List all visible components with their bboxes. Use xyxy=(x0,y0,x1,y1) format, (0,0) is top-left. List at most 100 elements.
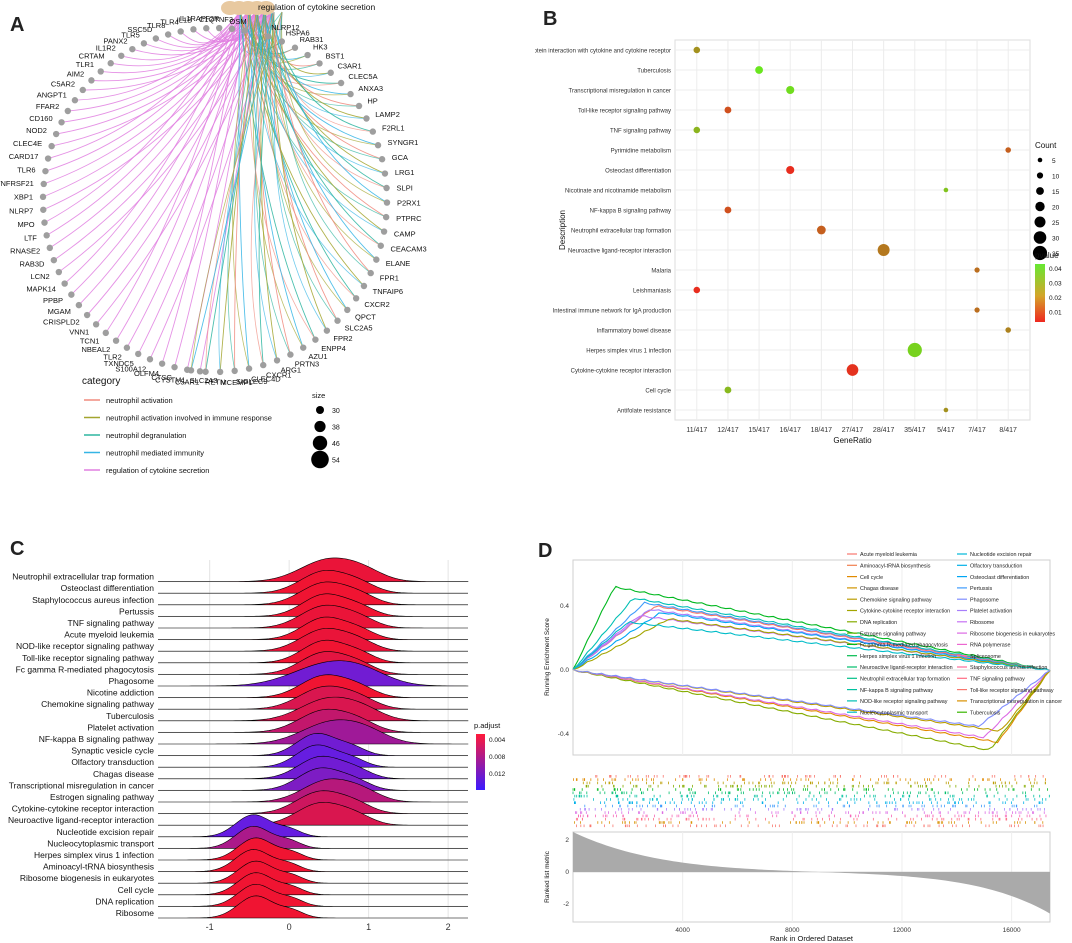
ridge-density xyxy=(158,825,468,849)
legend-label: Herpes simplex virus 1 infection xyxy=(860,654,936,660)
gene-label: MAPK14 xyxy=(26,284,56,293)
row-label: Synaptic vesicle cycle xyxy=(71,746,154,756)
gene-label: SLC2A3 xyxy=(190,376,218,385)
gene-node xyxy=(112,337,120,344)
data-point xyxy=(755,66,763,74)
gene-label: LTF xyxy=(24,233,37,242)
gene-node xyxy=(123,344,131,351)
gene-label: CD160 xyxy=(29,114,52,123)
gene-node xyxy=(107,60,114,67)
gene-node xyxy=(316,60,323,67)
hub-label: regulation of cytokine secretion xyxy=(258,2,375,12)
gene-label: FPR1 xyxy=(380,273,399,282)
gene-label: SLC2A5 xyxy=(345,324,373,333)
ridge-density xyxy=(158,837,468,861)
gene-label: FFAR2 xyxy=(36,102,59,111)
gene-label: LRG1 xyxy=(395,168,415,177)
legend-label: Chemokine signaling pathway xyxy=(860,597,932,603)
es-curve xyxy=(572,605,1051,672)
data-point xyxy=(786,165,795,175)
row-label: Fc gamma R-mediated phagocytosis xyxy=(16,664,154,674)
gene-node xyxy=(190,26,197,33)
gene-label: RNASE2 xyxy=(10,247,40,256)
gene-label: SIGLEC9 xyxy=(236,377,268,386)
gene-label: SYNGR1 xyxy=(388,138,419,147)
category-hub-node xyxy=(257,1,275,15)
gene-node xyxy=(228,25,236,33)
ridge-density xyxy=(158,628,468,652)
gene-node xyxy=(216,368,224,376)
gene-node xyxy=(140,40,148,47)
y-tick-label: Herpes simplex virus 1 infection xyxy=(586,349,671,355)
es-curve xyxy=(572,585,1051,672)
gene-edge xyxy=(247,11,304,348)
gene-edge xyxy=(249,11,365,287)
legend-label: Nucleocytoplasmic transport xyxy=(860,710,928,716)
x-tick-label: 4000 xyxy=(675,927,690,934)
gene-label: C3AR1 xyxy=(337,61,361,70)
ridge-density xyxy=(158,849,468,872)
gene-node xyxy=(71,97,79,104)
ridge-density xyxy=(158,883,468,907)
gene-label: CLEC4D xyxy=(251,374,281,383)
gene-label: PRTN3 xyxy=(295,360,319,369)
gene-label: TLR5 xyxy=(121,30,139,39)
size-legend-dot xyxy=(311,450,329,469)
x-tick-label: 7/417 xyxy=(968,427,986,434)
gene-node xyxy=(203,25,210,32)
gene-edge xyxy=(239,11,316,340)
legend-label: Staphylococcus aureus infection xyxy=(970,665,1047,671)
gene-node xyxy=(337,79,345,87)
gene-label: XBP1 xyxy=(14,193,33,202)
gene-label: MCEMP1 xyxy=(220,378,252,387)
gene-edge xyxy=(271,11,328,331)
gene-node xyxy=(158,360,166,367)
gene-edge xyxy=(115,11,249,341)
size-legend-label: 30 xyxy=(332,408,340,415)
y-tick-label: TNF signaling pathway xyxy=(610,129,671,135)
x-axis-title: GeneRatio xyxy=(833,436,872,445)
count-legend-dot xyxy=(1035,201,1045,212)
ridge-density xyxy=(158,593,468,617)
gene-edge xyxy=(190,11,283,371)
gene-node xyxy=(177,28,184,35)
padjust-tick-label: 0.008 xyxy=(489,754,506,761)
x-tick-label: 12/417 xyxy=(717,427,739,434)
size-legend-title: size xyxy=(312,391,325,400)
gene-node xyxy=(39,193,47,201)
gene-node xyxy=(374,142,382,149)
y-tick-label: Osteoclast differentiation xyxy=(605,169,671,175)
gene-node xyxy=(383,184,390,192)
size-legend-label: 54 xyxy=(332,458,340,465)
gene-node xyxy=(334,317,341,324)
x-tick-label: 12000 xyxy=(893,927,911,934)
size-legend-label: 38 xyxy=(332,425,340,432)
gene-node xyxy=(291,44,299,51)
ridge-density xyxy=(158,708,468,733)
gene-label: C5AR2 xyxy=(51,80,75,89)
gene-node xyxy=(378,156,386,163)
gene-node xyxy=(152,35,160,42)
row-label: Chagas disease xyxy=(93,769,154,779)
gene-edge xyxy=(232,11,251,369)
gene-edge xyxy=(105,11,241,334)
gene-label: NLRP7 xyxy=(9,206,33,215)
ridge-density xyxy=(158,696,468,722)
gene-label: GCA xyxy=(392,153,408,162)
gene-label: RAB31 xyxy=(300,35,324,44)
row-label: Estrogen signaling pathway xyxy=(50,792,155,802)
es-curve xyxy=(572,618,1051,672)
gene-node xyxy=(264,33,272,40)
data-point xyxy=(724,386,732,394)
ridge-density xyxy=(158,651,468,675)
gene-label: CXCR2 xyxy=(364,300,389,309)
y-tick-label: Antifolate resistance xyxy=(617,409,672,415)
legend-label: TNF signaling pathway xyxy=(970,677,1025,683)
row-label: Platelet activation xyxy=(87,722,154,732)
gene-label: IL1R2 xyxy=(96,43,116,52)
x-tick-label: 5/417 xyxy=(937,427,955,434)
legend-label: neutrophil degranulation xyxy=(106,431,186,440)
panel-label-d: D xyxy=(538,540,553,562)
gene-label: FPR2 xyxy=(333,334,352,343)
ridge-density xyxy=(158,719,469,745)
